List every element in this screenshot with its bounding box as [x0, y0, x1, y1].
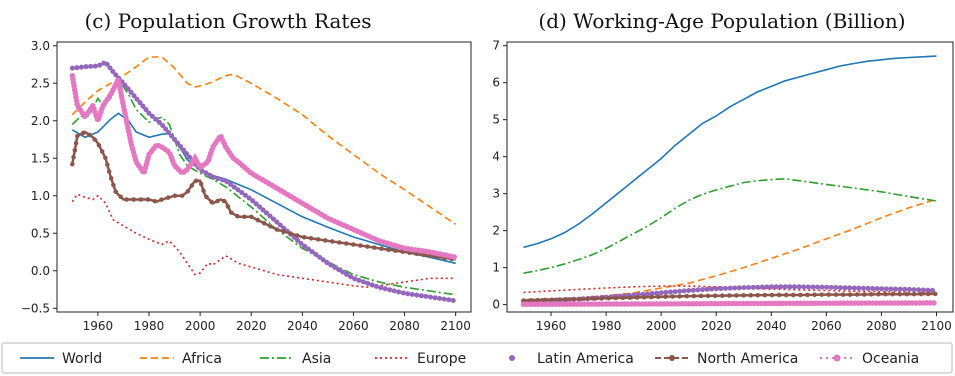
series-europe — [71, 193, 456, 289]
x-tick-label: 1980 — [591, 319, 622, 333]
x-tick-label: 2100 — [440, 319, 471, 333]
series-markers — [521, 291, 939, 303]
legend-label: Africa — [182, 351, 222, 367]
plot-area-c: 1960 1980 2000 2020 2040 2060 2080 2100 −0.5 0.0 0… — [21, 39, 472, 333]
legend-label: Oceania — [862, 351, 919, 367]
y-tick-label: 1.5 — [31, 151, 50, 165]
legend-item-north-america: North America — [655, 351, 798, 367]
panel-working-age: (d) Working-Age Population (Billion) 196… — [492, 9, 954, 333]
axes-frame — [506, 41, 954, 313]
series-oceania — [520, 300, 940, 308]
y-tick-label: 5 — [492, 113, 500, 127]
x-tick-label: 2040 — [287, 319, 318, 333]
x-tick-label: 1980 — [134, 319, 165, 333]
legend-label: Europe — [417, 351, 466, 367]
series-asia — [523, 177, 937, 274]
x-tick-label: 2020 — [236, 319, 267, 333]
legend: World Africa Asia Europe Latin America North … — [1, 342, 953, 374]
x-tick-label: 1960 — [536, 319, 567, 333]
y-tick-label: 1 — [492, 261, 500, 275]
series-line — [520, 300, 940, 308]
y-tick-label: 1.0 — [31, 189, 50, 203]
y-tick-label: 2 — [492, 224, 500, 238]
x-tick-label: 2000 — [185, 319, 216, 333]
legend-label: Asia — [302, 351, 331, 367]
series-asia — [71, 77, 456, 296]
y-tick-label: 3.0 — [31, 39, 50, 53]
series-line — [71, 193, 456, 289]
y-tick-label: 2.5 — [31, 76, 50, 90]
series-north-america — [521, 291, 939, 303]
series-africa — [71, 56, 457, 225]
legend-item-oceania: Oceania — [820, 351, 919, 367]
y-tick-label: 0.0 — [31, 264, 50, 278]
legend-item-latin-america: Latin America — [509, 351, 634, 367]
y-tick-label: 0 — [492, 298, 500, 312]
legend-item-europe: Europe — [375, 351, 466, 367]
y-tick-label: 6 — [492, 76, 500, 90]
legend-label: World — [62, 351, 102, 367]
x-tick-label: 2080 — [866, 319, 897, 333]
x-tick-label: 2000 — [646, 319, 677, 333]
x-tick-label: 1960 — [83, 319, 114, 333]
y-tick-label: 7 — [492, 39, 500, 53]
x-tick-label: 2080 — [389, 319, 420, 333]
legend-label: Latin America — [537, 351, 634, 367]
legend-item-africa: Africa — [140, 351, 222, 367]
legend-label: North America — [697, 351, 798, 367]
x-tick-label: 2020 — [701, 319, 732, 333]
x-tick-label: 2060 — [811, 319, 842, 333]
series-line — [523, 198, 937, 301]
x-tick-label: 2040 — [756, 319, 787, 333]
legend-swatch — [509, 355, 515, 361]
legend-marker — [833, 354, 841, 362]
series-oceania — [69, 71, 459, 261]
axes-frame — [56, 41, 472, 313]
series-markers — [70, 129, 458, 262]
legend-box — [1, 342, 953, 374]
chart-title-c: (c) Population Growth Rates — [84, 9, 371, 33]
series-world — [523, 55, 937, 249]
y-tick-label: 4 — [492, 150, 500, 164]
series-north-america — [70, 129, 458, 262]
panel-growth-rates: (c) Population Growth Rates 1960 1980 2000… — [21, 9, 472, 333]
series-line — [71, 56, 457, 225]
y-tick-label: 0.5 — [31, 226, 50, 240]
legend-item-asia: Asia — [260, 351, 331, 367]
series-line — [523, 177, 937, 274]
series-line — [71, 77, 456, 296]
series-line — [523, 55, 937, 249]
series-line — [69, 71, 459, 261]
chart-title-d: (d) Working-Age Population (Billion) — [538, 9, 905, 33]
legend-item-world: World — [20, 351, 102, 367]
legend-marker — [669, 355, 675, 361]
x-tick-label: 2060 — [338, 319, 369, 333]
plot-area-d: 1960 1980 2000 2020 2040 2060 2080 2100 0 1 2 3 4 5 6 7 — [492, 39, 954, 333]
y-tick-label: 2.0 — [31, 114, 50, 128]
y-tick-label: 3 — [492, 187, 500, 201]
series-africa — [523, 198, 937, 301]
x-tick-label: 2100 — [921, 319, 952, 333]
y-tick-label: −0.5 — [21, 301, 50, 315]
